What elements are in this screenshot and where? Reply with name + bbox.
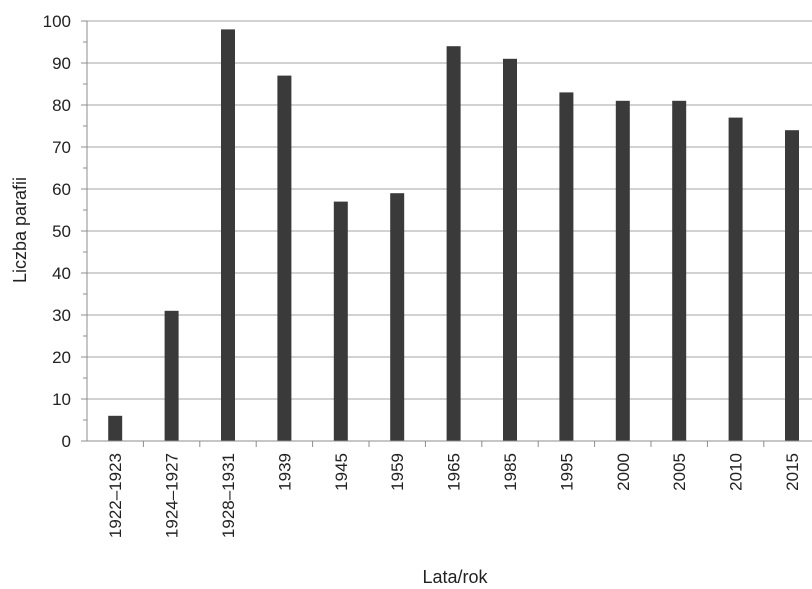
- y-tick-label: 70: [52, 138, 71, 157]
- y-tick-labels: 0 10 20 30 40 50 60 70 80 90 100: [43, 12, 71, 451]
- x-tick-label: 1939: [275, 453, 294, 491]
- y-tick-label: 30: [52, 306, 71, 325]
- x-tick-labels: 1922–1923 1924–1927 1928–1931 1939 1945 1959 1…: [106, 453, 802, 538]
- y-tick-label: 90: [52, 54, 71, 73]
- bar-1985: [503, 58, 517, 442]
- bar-1965: [446, 46, 461, 441]
- axes: [81, 20, 812, 447]
- x-tick-label: 2000: [614, 453, 633, 491]
- y-tick-label: 50: [52, 222, 71, 241]
- y-tick-label: 20: [52, 348, 71, 367]
- bar-1939: [277, 75, 292, 441]
- bar-2015: [785, 130, 799, 441]
- y-tick-label: 80: [52, 96, 71, 115]
- x-tick-label: 1922–1923: [106, 453, 125, 538]
- x-axis-title: Lata/rok: [422, 567, 488, 587]
- x-tick-label: 1959: [388, 453, 407, 491]
- bar-2010: [728, 117, 743, 441]
- bars: [108, 29, 799, 442]
- bar-1995: [559, 92, 574, 442]
- bar-1924–1927: [164, 310, 179, 441]
- x-tick-label: 2010: [727, 453, 746, 491]
- x-tick-label: 2015: [783, 453, 802, 491]
- x-tick-label: 1924–1927: [163, 453, 182, 538]
- x-tick-label: 1928–1931: [219, 453, 238, 538]
- y-tick-label: 0: [62, 432, 71, 451]
- x-tick-label: 1985: [501, 453, 520, 491]
- x-tick-label: 2005: [670, 453, 689, 491]
- y-tick-label: 100: [43, 12, 71, 31]
- y-tick-label: 10: [52, 390, 71, 409]
- bar-1922–1923: [108, 415, 123, 441]
- x-tick-label: 1965: [445, 453, 464, 491]
- x-tick-label: 1945: [332, 453, 351, 491]
- y-tick-label: 60: [52, 180, 71, 199]
- bar-2005: [672, 100, 687, 442]
- y-axis-title: Liczba parafii: [10, 177, 30, 283]
- bar-1959: [390, 193, 405, 441]
- y-tick-label: 40: [52, 264, 71, 283]
- bar-2000: [615, 100, 630, 442]
- bar-1928–1931: [221, 29, 235, 442]
- x-tick-label: 1995: [557, 453, 576, 491]
- bar-1945: [333, 201, 348, 441]
